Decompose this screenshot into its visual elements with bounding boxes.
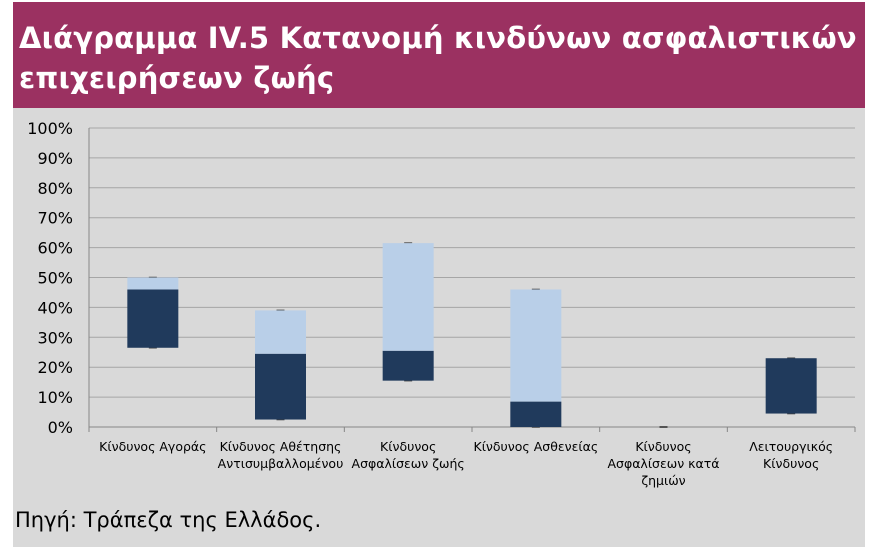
box-upper-segment <box>255 310 306 354</box>
source-band: Πηγή: Τράπεζα της Ελλάδος. <box>13 498 865 547</box>
title-bar: Διάγραμμα IV.5 Κατανομή κινδύνων ασφαλισ… <box>13 2 865 108</box>
x-category-label: Αντισυμβαλλομένου <box>218 456 344 471</box>
x-category-label: Κίνδυνος Αθέτησης <box>220 439 342 454</box>
x-category-label: Λειτουργικός <box>749 439 833 454</box>
box-plot-chart: 0% 10% 20% 30% 40% 50% 60% 70% 80% 90% 100% Κίνδυνο… <box>27 119 856 488</box>
y-tick-label: 30% <box>37 328 73 347</box>
box-upper-segment <box>510 289 562 402</box>
box-lower-segment <box>765 358 817 414</box>
y-tick-label: 100% <box>27 119 73 138</box>
chart-area: 0% 10% 20% 30% 40% 50% 60% 70% 80% 90% 100% Κίνδυνο… <box>13 108 865 498</box>
x-category-label: Ασφαλίσεων ζωής <box>352 456 465 471</box>
box-upper-segment <box>127 277 179 290</box>
x-category-label: Κίνδυνος <box>635 439 691 454</box>
y-tick-label: 40% <box>37 298 73 317</box>
y-tick-label: 20% <box>37 358 73 377</box>
y-tick-label: 0% <box>48 418 73 437</box>
x-category-label: Κίνδυνος <box>763 456 819 471</box>
box-lower-segment <box>510 401 562 427</box>
x-category-label: Κίνδυνος Αγοράς <box>99 439 206 454</box>
box-lower-segment <box>382 350 434 381</box>
y-tick-label: 90% <box>37 149 73 168</box>
x-category-label: ζημιών <box>641 473 685 488</box>
x-category-label: Ασφαλίσεων κατά <box>607 456 719 471</box>
y-tick-label: 70% <box>37 209 73 228</box>
chart-title: Διάγραμμα IV.5 Κατανομή κινδύνων ασφαλισ… <box>19 21 857 95</box>
y-tick-label: 60% <box>37 239 73 258</box>
x-category-label: Κίνδυνος <box>380 439 436 454</box>
y-tick-label: 10% <box>37 388 73 407</box>
box-upper-segment <box>382 243 434 351</box>
y-tick-label: 50% <box>37 269 73 288</box>
source-note: Πηγή: Τράπεζα της Ελλάδος. <box>15 508 322 532</box>
box-lower-segment <box>255 353 306 420</box>
x-category-label: Κίνδυνος Ασθενείας <box>474 439 599 454</box>
y-tick-label: 80% <box>37 179 73 198</box>
box-lower-segment <box>127 289 179 348</box>
